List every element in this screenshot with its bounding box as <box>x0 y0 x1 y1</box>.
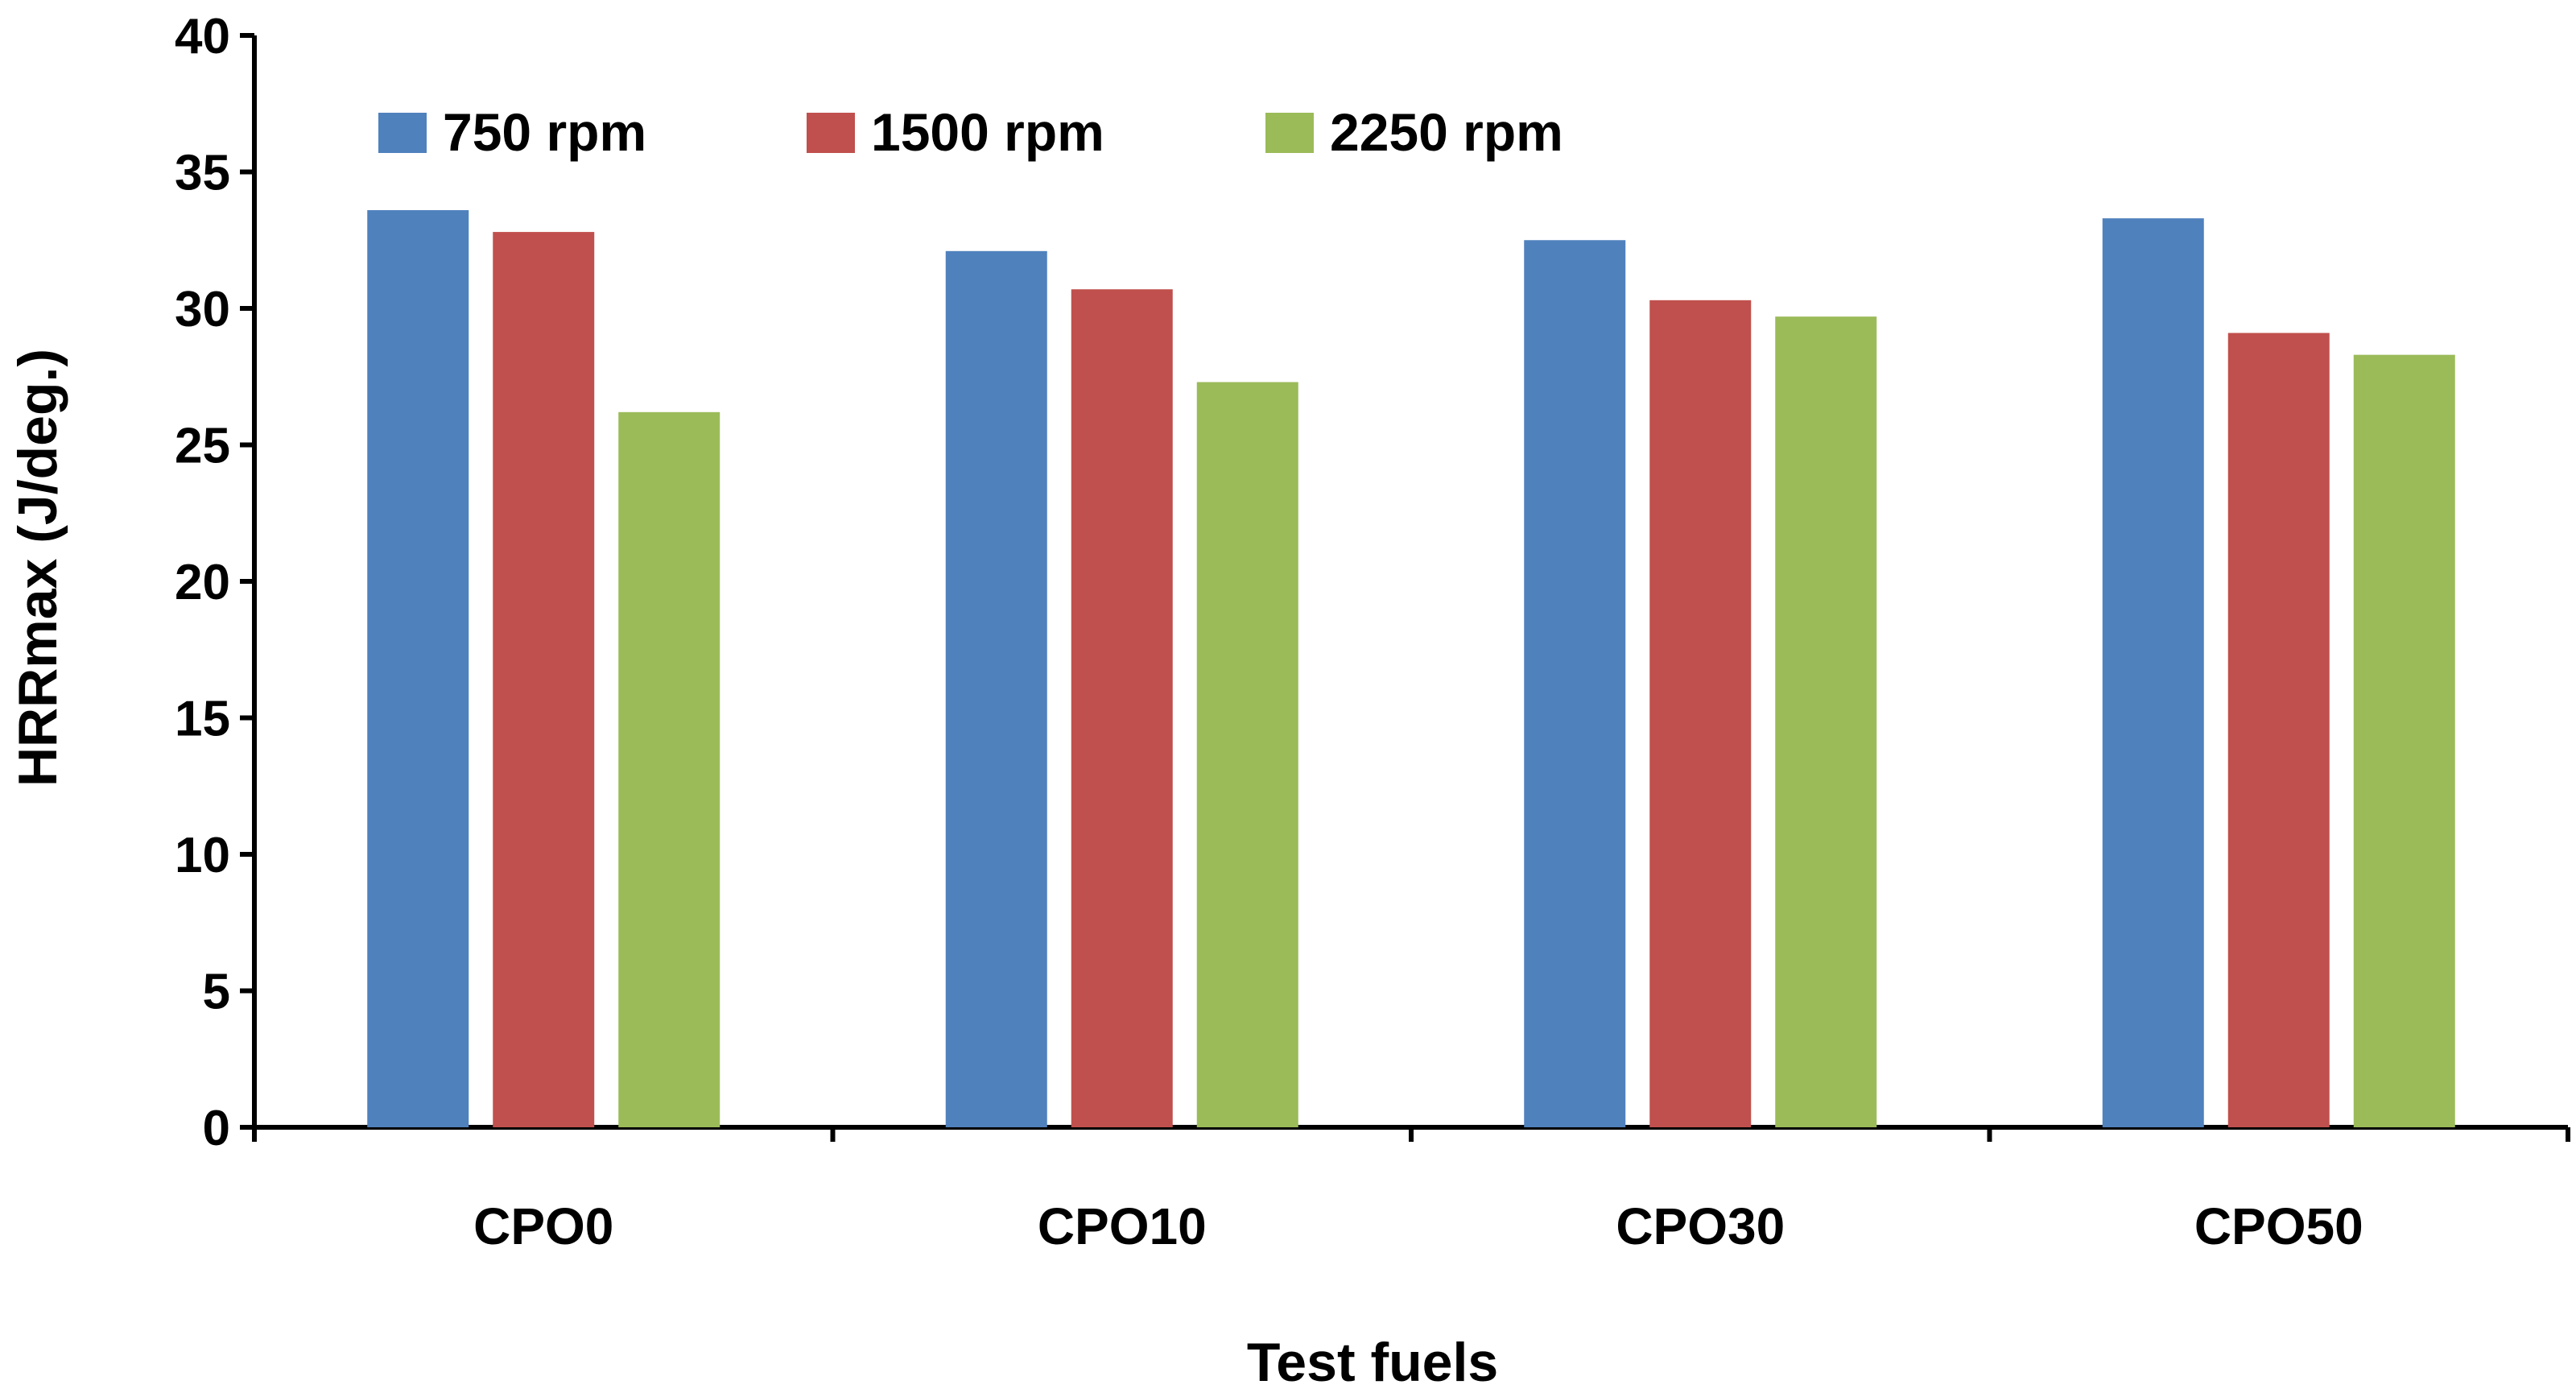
y-tick-label: 30 <box>175 282 230 337</box>
bar <box>618 411 720 1127</box>
bar <box>1196 382 1298 1127</box>
bar <box>367 209 469 1128</box>
y-tick-label: 40 <box>175 9 230 64</box>
x-category-label: CPO10 <box>1038 1197 1207 1255</box>
bar <box>1649 300 1752 1128</box>
y-tick-label: 35 <box>175 146 230 201</box>
x-category-label: CPO0 <box>473 1197 613 1255</box>
legend-label: 2250 rpm <box>1330 102 1563 162</box>
x-category-label: CPO50 <box>2194 1197 2363 1255</box>
y-tick-label: 25 <box>175 419 230 474</box>
legend-swatch <box>1265 113 1314 153</box>
bar <box>1775 316 1877 1127</box>
y-tick-label: 0 <box>203 1101 230 1156</box>
y-axis: 0 5 10 15 20 25 30 35 40 <box>175 9 257 1156</box>
bar <box>945 250 1047 1127</box>
x-axis: CPO0 CPO10 CPO30 CPO50 <box>252 1125 2570 1255</box>
bar <box>1071 289 1173 1127</box>
y-tick-label: 5 <box>203 965 230 1020</box>
x-category-label: CPO30 <box>1616 1197 1785 1255</box>
legend-swatch <box>378 113 427 153</box>
x-axis-title: Test fuels <box>1247 1332 1498 1393</box>
bar <box>2353 354 2455 1127</box>
legend-label: 1500 rpm <box>871 102 1104 162</box>
bars <box>367 209 2455 1128</box>
legend: 750 rpm 1500 rpm 2250 rpm <box>378 102 1563 162</box>
y-tick-label: 10 <box>175 828 230 883</box>
y-tick-label: 20 <box>175 555 230 610</box>
legend-swatch <box>807 113 855 153</box>
legend-label: 750 rpm <box>443 102 646 162</box>
bar <box>1524 240 1626 1127</box>
bar <box>493 232 595 1128</box>
y-tick-label: 15 <box>175 692 230 747</box>
y-axis-title: HRRmax (J/deg.) <box>7 349 68 787</box>
bar <box>2102 218 2204 1127</box>
bar <box>2227 333 2330 1127</box>
